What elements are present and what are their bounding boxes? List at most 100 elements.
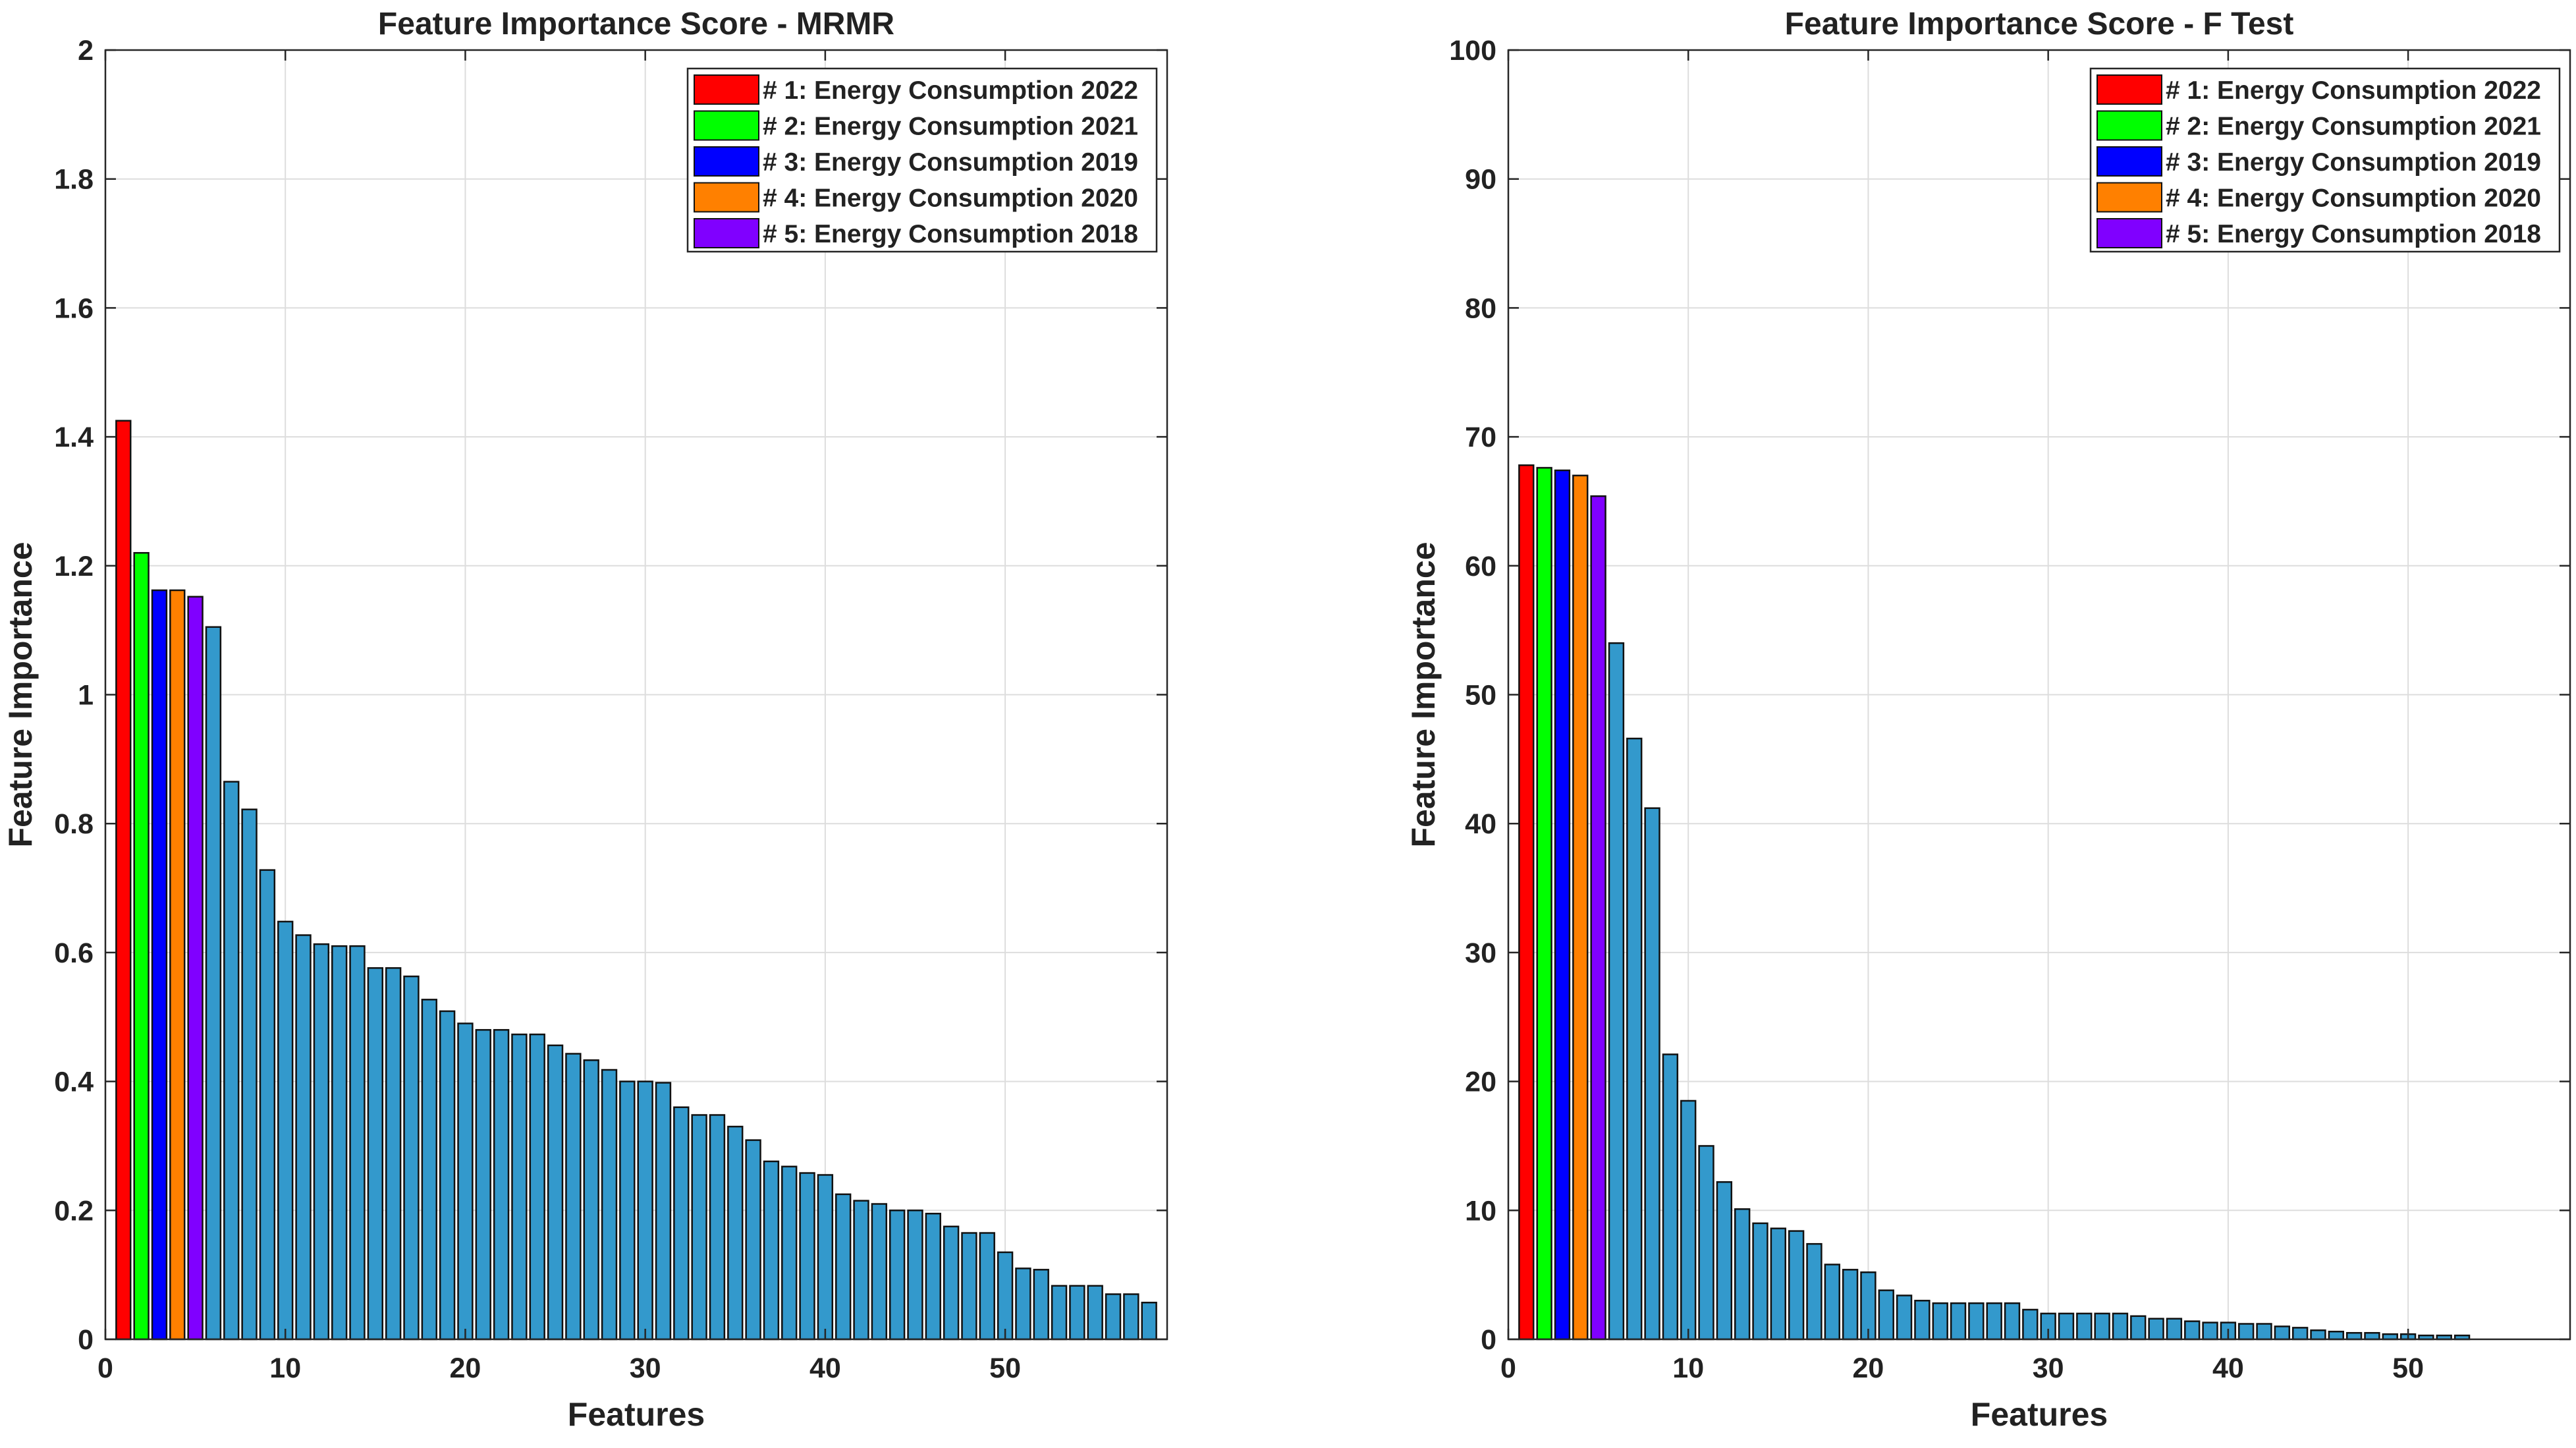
x-axis-label: Features (568, 1396, 705, 1433)
bar-feature-42 (853, 1200, 869, 1341)
chart-panel-2: 0 10 20 30 40 50 0 10 20 30 40 50 60 70 80 90 100 Feature… (1405, 7, 2571, 1433)
x-tick-label: 20 (450, 1352, 481, 1384)
bar-feature-15 (1770, 1227, 1787, 1341)
bar-feature-28 (601, 1069, 618, 1341)
bar-feature-14 (349, 945, 366, 1341)
y-tick-label: 0.2 (54, 1195, 94, 1227)
bar-feature-45 (907, 1210, 923, 1341)
bar-feature-36 (2148, 1318, 2164, 1341)
y-tick-label: 30 (1465, 937, 1496, 969)
y-tick-label: 1.8 (54, 164, 94, 196)
y-tick-label: 20 (1465, 1067, 1496, 1098)
legend-entry-5: # 5: Energy Consumption 2018 (763, 220, 1138, 248)
bar-feature-9 (259, 869, 276, 1341)
bar-feature-6 (1608, 642, 1625, 1341)
y-tick-label: 100 (1449, 35, 1496, 67)
bar-feature-27 (1986, 1302, 2002, 1341)
legend-swatch-4 (694, 182, 759, 213)
legend-box (686, 67, 1158, 253)
bar-feature-57 (1123, 1293, 1139, 1341)
legend-entry-4: # 4: Energy Consumption 2020 (763, 184, 1138, 213)
bar-feature-6 (205, 626, 222, 1341)
bar-feature-13 (331, 945, 348, 1341)
bar-feature-20 (457, 1022, 474, 1341)
legend-swatch-5 (694, 218, 759, 248)
bar-feature-41 (835, 1193, 852, 1341)
y-tick-label: 1.4 (54, 422, 94, 453)
y-tick-label: 0.8 (54, 808, 94, 840)
legend-swatch-4 (2096, 182, 2162, 213)
legend-swatch-5 (2096, 218, 2162, 248)
legend: # 1: Energy Consumption 2022 # 2: Energy … (2089, 67, 2561, 253)
bar-feature-9 (1662, 1053, 1679, 1341)
bar-feature-7 (1626, 737, 1643, 1341)
bar-feature-32 (673, 1106, 690, 1341)
x-tick-label: 30 (2033, 1352, 2064, 1384)
bar-feature-38 (781, 1165, 798, 1341)
bar-feature-26 (565, 1053, 582, 1341)
chart-title: Feature Importance Score - MRMR (378, 7, 894, 42)
bar-feature-22 (1896, 1295, 1913, 1341)
bar-feature-2 (133, 551, 150, 1341)
bar-feature-58 (1141, 1301, 1157, 1341)
y-tick-label: 70 (1465, 422, 1496, 453)
bar-feature-5 (187, 596, 204, 1341)
y-axis-label: Feature Importance (1405, 542, 1442, 847)
bar-feature-31 (2058, 1312, 2075, 1341)
bar-feature-10 (1680, 1100, 1697, 1341)
bar-feature-44 (889, 1210, 906, 1341)
bar-feature-47 (2345, 1331, 2363, 1341)
y-tick-label: 0 (1481, 1324, 1496, 1356)
bar-feature-16 (385, 967, 402, 1341)
bar-feature-34 (709, 1114, 726, 1341)
bar-feature-35 (2130, 1315, 2147, 1341)
bar-feature-4 (1572, 474, 1589, 1341)
bar-feature-13 (1734, 1208, 1751, 1341)
bar-feature-17 (403, 975, 420, 1341)
bar-feature-29 (2022, 1308, 2039, 1341)
y-tick-label: 2 (78, 35, 94, 67)
bar-feature-37 (763, 1160, 780, 1341)
legend-swatch-3 (2096, 146, 2162, 177)
bar-feature-19 (1842, 1269, 1859, 1341)
x-tick-label: 40 (809, 1352, 841, 1384)
bar-feature-29 (619, 1080, 636, 1341)
x-tick-label: 0 (1500, 1352, 1516, 1384)
legend-entry-3: # 3: Energy Consumption 2019 (2166, 148, 2541, 177)
y-tick-label: 1.6 (54, 292, 94, 324)
bar-feature-3 (1554, 469, 1571, 1341)
legend-entry-1: # 1: Energy Consumption 2022 (2166, 76, 2541, 105)
bar-feature-28 (2004, 1302, 2021, 1341)
chart-panel-1: 0 10 20 30 40 50 0 0.2 0.4 0.6 0.8 1 1.2 1.4 1.6 1.8 2 Fe… (2, 7, 1168, 1433)
bar-feature-21 (1878, 1289, 1894, 1341)
bar-feature-37 (2166, 1318, 2183, 1341)
bar-feature-2 (1536, 466, 1552, 1341)
bar-feature-31 (655, 1082, 672, 1341)
bar-feature-4 (169, 589, 186, 1341)
bar-feature-23 (511, 1033, 528, 1341)
legend-entry-1: # 1: Energy Consumption 2022 (763, 76, 1138, 105)
bar-feature-38 (2184, 1320, 2201, 1341)
bar-feature-27 (583, 1059, 599, 1341)
y-tick-label: 10 (1465, 1195, 1496, 1227)
bar-feature-15 (367, 967, 384, 1341)
bar-feature-1 (115, 420, 132, 1341)
x-tick-label: 40 (2212, 1352, 2244, 1384)
y-tick-label: 1.2 (54, 551, 94, 582)
legend-swatch-2 (2096, 110, 2162, 141)
bar-feature-3 (151, 589, 168, 1341)
bar-feature-25 (547, 1044, 564, 1341)
bar-feature-17 (1806, 1242, 1822, 1341)
bar-feature-8 (1644, 807, 1660, 1341)
x-tick-label: 20 (1853, 1352, 1884, 1384)
bar-feature-41 (2238, 1323, 2255, 1341)
bar-feature-22 (493, 1029, 510, 1341)
x-tick-label: 30 (630, 1352, 661, 1384)
bar-feature-52 (1033, 1269, 1049, 1341)
bar-feature-43 (2274, 1325, 2291, 1341)
x-axis-label: Features (1971, 1396, 2108, 1433)
bar-feature-19 (439, 1010, 456, 1341)
legend-swatch-2 (694, 110, 759, 141)
bar-feature-40 (817, 1174, 834, 1341)
x-tick-label: 10 (269, 1352, 301, 1384)
